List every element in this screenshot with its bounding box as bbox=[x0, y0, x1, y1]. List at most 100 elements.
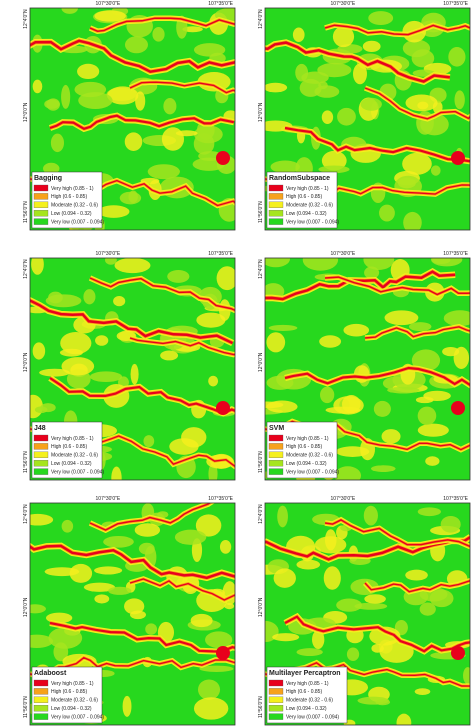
legend-swatch bbox=[33, 201, 49, 208]
susceptibility-patch bbox=[431, 258, 463, 267]
susceptibility-patch bbox=[34, 406, 48, 414]
legend-swatch bbox=[268, 713, 284, 720]
susceptibility-patch bbox=[134, 523, 161, 537]
legend-swatch bbox=[33, 679, 49, 687]
river bbox=[129, 337, 235, 356]
legend-label: Low (0.094 - 0.32) bbox=[286, 461, 327, 467]
susceptibility-patch bbox=[396, 713, 412, 725]
map-frame bbox=[29, 7, 236, 231]
legend-swatch bbox=[33, 434, 49, 442]
susceptibility-patch bbox=[360, 97, 382, 111]
legend-label: High (0.6 - 0.85) bbox=[286, 689, 322, 695]
legend-label: Very low (0.007 - 0.094) bbox=[286, 469, 339, 475]
legend-label: Very low (0.007 - 0.094) bbox=[51, 714, 104, 720]
susceptibility-patch bbox=[124, 36, 148, 54]
susceptibility-patch bbox=[129, 610, 146, 620]
latitude-label: 12°4'0"N bbox=[258, 9, 264, 29]
legend-label: Very high (0.85 - 1) bbox=[286, 681, 329, 687]
legend-label: Moderate (0.32 - 0.6) bbox=[51, 203, 98, 209]
susceptibility-patch bbox=[292, 27, 305, 43]
susceptibility-patch bbox=[61, 357, 95, 376]
susceptibility-patch bbox=[147, 164, 180, 180]
map-panel: 107°30'0"E 107°35'0"E 12°4'0"N 12°0'0"N 11°5… bbox=[23, 251, 236, 481]
susceptibility-patch bbox=[417, 507, 441, 517]
legend-swatch bbox=[33, 705, 49, 712]
river bbox=[89, 503, 212, 531]
susceptibility-patch bbox=[94, 566, 123, 575]
susceptibility-patch bbox=[277, 505, 288, 528]
susceptibility-patch bbox=[362, 40, 381, 52]
latitude-label: 11°56'0"N bbox=[258, 451, 264, 473]
legend-swatch bbox=[268, 193, 284, 200]
latitude-label: 12°0'0"N bbox=[23, 102, 29, 122]
latitude-label: 12°0'0"N bbox=[23, 597, 29, 617]
legend-swatch bbox=[33, 443, 49, 450]
legend-swatch bbox=[268, 201, 284, 208]
susceptibility-patch bbox=[384, 310, 419, 326]
panel-title: J48 bbox=[34, 425, 46, 432]
susceptibility-patch bbox=[114, 258, 151, 274]
susceptibility-patch bbox=[108, 586, 132, 595]
susceptibility-patch bbox=[387, 386, 420, 394]
river bbox=[30, 39, 235, 74]
susceptibility-patch bbox=[194, 125, 223, 144]
susceptibility-patch bbox=[364, 594, 386, 604]
susceptibility-patch bbox=[89, 371, 123, 383]
river bbox=[49, 621, 235, 653]
susceptibility-patch bbox=[299, 78, 322, 97]
river bbox=[324, 519, 470, 548]
longitude-label: 107°30'0"E bbox=[96, 1, 121, 7]
susceptibility-patch bbox=[408, 322, 432, 332]
legend-swatch bbox=[33, 460, 49, 467]
susceptibility-patch bbox=[334, 466, 362, 480]
panel-title: RandomSubspace bbox=[269, 175, 330, 182]
map-panel: 107°30'0"E 107°35'0"E 12°4'0"N 12°0'0"N 11°5… bbox=[23, 1, 236, 231]
susceptibility-patch bbox=[312, 630, 325, 649]
legend-swatch bbox=[33, 468, 49, 475]
susceptibility-patch bbox=[193, 697, 229, 720]
susceptibility-patch bbox=[59, 348, 83, 357]
susceptibility-patch bbox=[411, 349, 441, 372]
susceptibility-patch bbox=[363, 258, 395, 270]
susceptibility-patch bbox=[111, 466, 122, 480]
river bbox=[89, 277, 235, 312]
susceptibility-patch bbox=[32, 79, 43, 94]
susceptibility-patch bbox=[138, 542, 155, 555]
river bbox=[30, 299, 234, 345]
susceptibility-patch bbox=[196, 312, 226, 328]
susceptibility-patch bbox=[302, 258, 339, 271]
susceptibility-patch bbox=[414, 688, 431, 696]
susceptibility-patch bbox=[199, 665, 234, 672]
map-area bbox=[265, 503, 470, 725]
legend-label: Low (0.094 - 0.32) bbox=[286, 706, 327, 712]
susceptibility-patch bbox=[320, 386, 335, 404]
legend-label: Moderate (0.32 - 0.6) bbox=[286, 698, 333, 704]
susceptibility-patch bbox=[321, 150, 347, 171]
legend-label: Very low (0.007 - 0.094) bbox=[286, 219, 339, 225]
legend-label: Low (0.094 - 0.32) bbox=[51, 211, 92, 217]
legend-label: Very high (0.85 - 1) bbox=[286, 186, 329, 192]
river bbox=[265, 41, 451, 83]
susceptibility-patch bbox=[363, 505, 378, 526]
map-panel: 107°30'0"E 107°35'0"E 12°4'0"N 12°0'0"N 11°5… bbox=[258, 1, 471, 231]
legend-swatch bbox=[268, 468, 284, 475]
susceptibility-patch bbox=[152, 27, 165, 42]
legend-label: Very low (0.007 - 0.094) bbox=[51, 219, 104, 225]
susceptibility-patch bbox=[332, 26, 355, 48]
legend-swatch bbox=[268, 696, 284, 703]
susceptibility-patch bbox=[122, 695, 132, 717]
susceptibility-patch bbox=[61, 84, 71, 109]
susceptibility-patch bbox=[373, 400, 391, 417]
legend-swatch bbox=[33, 713, 49, 720]
legend-label: Very low (0.007 - 0.094) bbox=[51, 469, 104, 475]
panel-title: SVM bbox=[269, 425, 284, 432]
susceptibility-patch bbox=[197, 679, 221, 700]
susceptibility-patch bbox=[454, 90, 465, 110]
legend-box bbox=[31, 171, 103, 229]
longitude-label: 107°35'0"E bbox=[208, 251, 233, 257]
susceptibility-patch bbox=[346, 647, 360, 661]
map-frame bbox=[264, 7, 471, 231]
longitude-label: 107°30'0"E bbox=[96, 251, 121, 257]
legend-swatch bbox=[268, 184, 284, 192]
